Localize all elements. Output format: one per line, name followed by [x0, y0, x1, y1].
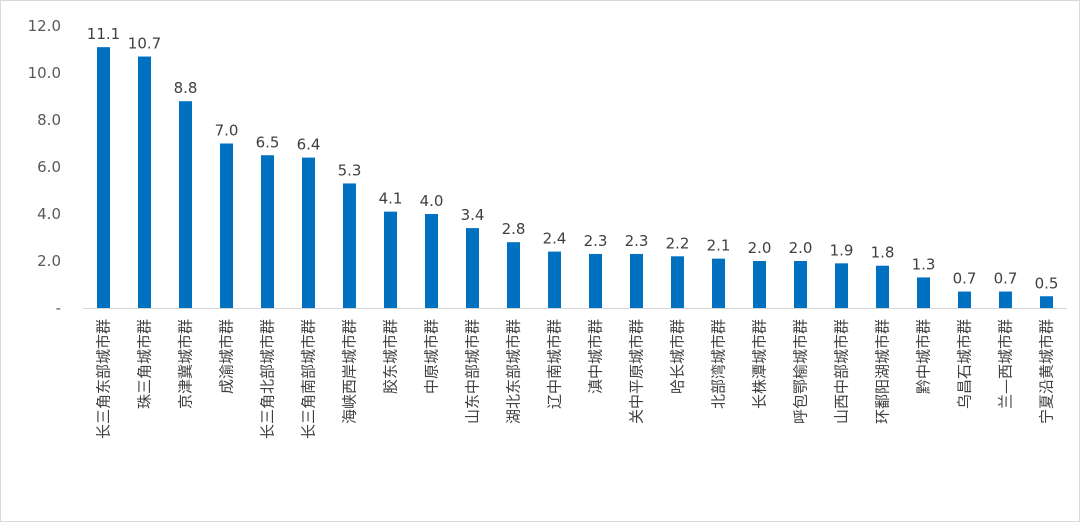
- bar: [917, 277, 930, 308]
- bar: [712, 258, 725, 308]
- x-tick-label: 中原城市群: [423, 319, 441, 394]
- x-tick-label: 滇中城市群: [587, 319, 605, 394]
- x-tick-label: 海峡西岸城市群: [341, 319, 359, 424]
- data-label: 2.8: [502, 220, 526, 238]
- bar: [548, 251, 561, 308]
- data-label: 2.0: [748, 239, 772, 257]
- x-tick-label: 胶东城市群: [382, 319, 400, 394]
- data-label: 0.7: [994, 270, 1018, 288]
- x-tick-labels: 长三角东部城市群 珠三角城市群 京津冀城市群 成渝城市群 长三角北部城市群 长三角南部城市…: [95, 319, 1056, 439]
- bar: [1040, 296, 1053, 308]
- bar: [589, 253, 602, 308]
- x-tick-label: 长株潭城市群: [751, 319, 769, 409]
- bar: [958, 291, 971, 308]
- x-tick-label: 长三角北部城市群: [259, 319, 277, 439]
- data-label: 1.3: [912, 255, 936, 273]
- x-tick-label: 黔中城市群: [915, 319, 933, 394]
- data-label: 1.8: [871, 244, 895, 262]
- x-tick-label: 山西中部城市群: [833, 319, 851, 424]
- bar: [261, 155, 274, 308]
- data-label: 4.1: [379, 190, 403, 208]
- y-tick-label: 2.0: [37, 252, 61, 270]
- data-label: 0.5: [1035, 274, 1059, 292]
- x-tick-label: 环鄱阳湖城市群: [874, 319, 892, 424]
- data-label: 0.7: [953, 270, 977, 288]
- x-tick-label: 湖北东部城市群: [505, 319, 523, 424]
- x-tick-label: 辽中南城市群: [546, 319, 564, 409]
- y-axis: - 2.0 4.0 6.0 8.0 10.0 12.0: [28, 17, 61, 317]
- bar: [138, 56, 151, 308]
- bar: [425, 214, 438, 308]
- bar: [179, 101, 192, 308]
- data-label: 2.2: [666, 234, 690, 252]
- data-label: 7.0: [215, 122, 239, 140]
- x-tick-label: 珠三角城市群: [136, 319, 154, 409]
- data-label: 2.3: [625, 232, 649, 250]
- x-tick-label: 长三角南部城市群: [300, 319, 318, 439]
- bar: [794, 261, 807, 308]
- x-tick-label: 宁夏沿黄城市群: [1038, 319, 1056, 424]
- data-label: 4.0: [420, 192, 444, 210]
- data-labels: 11.1 10.7 8.8 7.0 6.5 6.4 5.3 4.1 4.0 3.4 2.8 2.4 2.…: [87, 25, 1059, 292]
- bar: [97, 47, 110, 309]
- y-tick-label: 12.0: [28, 17, 61, 35]
- data-label: 1.9: [830, 241, 854, 259]
- data-label: 6.5: [256, 133, 280, 151]
- bar: [835, 263, 848, 308]
- bar: [999, 291, 1012, 308]
- bar: [630, 253, 643, 308]
- data-label: 8.8: [174, 79, 198, 97]
- x-tick-label: 哈长城市群: [669, 319, 687, 394]
- x-tick-label: 北部湾城市群: [710, 319, 728, 409]
- data-label: 6.4: [297, 136, 321, 154]
- x-tick-label: 山东中部城市群: [464, 319, 482, 424]
- x-tick-label: 京津冀城市群: [177, 319, 195, 409]
- data-label: 5.3: [338, 161, 362, 179]
- bar: [302, 157, 315, 308]
- y-tick-label: 6.0: [37, 158, 61, 176]
- bar: [384, 211, 397, 308]
- y-tick-label: 10.0: [28, 64, 61, 82]
- bar: [876, 265, 889, 308]
- data-label: 2.0: [789, 239, 813, 257]
- x-tick-label: 关中平原城市群: [628, 319, 646, 424]
- data-label: 2.3: [584, 232, 608, 250]
- bar: [671, 256, 684, 308]
- data-label: 3.4: [461, 206, 485, 224]
- bar: [753, 261, 766, 308]
- y-tick-label: 4.0: [37, 205, 61, 223]
- bar: [220, 143, 233, 308]
- x-tick-label: 乌昌石城市群: [956, 319, 974, 409]
- bar: [466, 228, 479, 308]
- data-label: 2.4: [543, 230, 567, 248]
- bars: [97, 47, 1053, 309]
- x-tick-label: 成渝城市群: [218, 319, 236, 394]
- bar: [507, 242, 520, 308]
- y-tick-label: -: [56, 299, 61, 317]
- data-label: 10.7: [128, 35, 161, 53]
- data-label: 2.1: [707, 237, 731, 255]
- data-label: 11.1: [87, 25, 120, 43]
- x-tick-label: 兰—西城市群: [997, 319, 1015, 409]
- x-tick-label: 呼包鄂榆城市群: [792, 319, 810, 424]
- bar: [343, 183, 356, 308]
- x-tick-label: 长三角东部城市群: [95, 319, 113, 439]
- y-tick-label: 8.0: [37, 111, 61, 129]
